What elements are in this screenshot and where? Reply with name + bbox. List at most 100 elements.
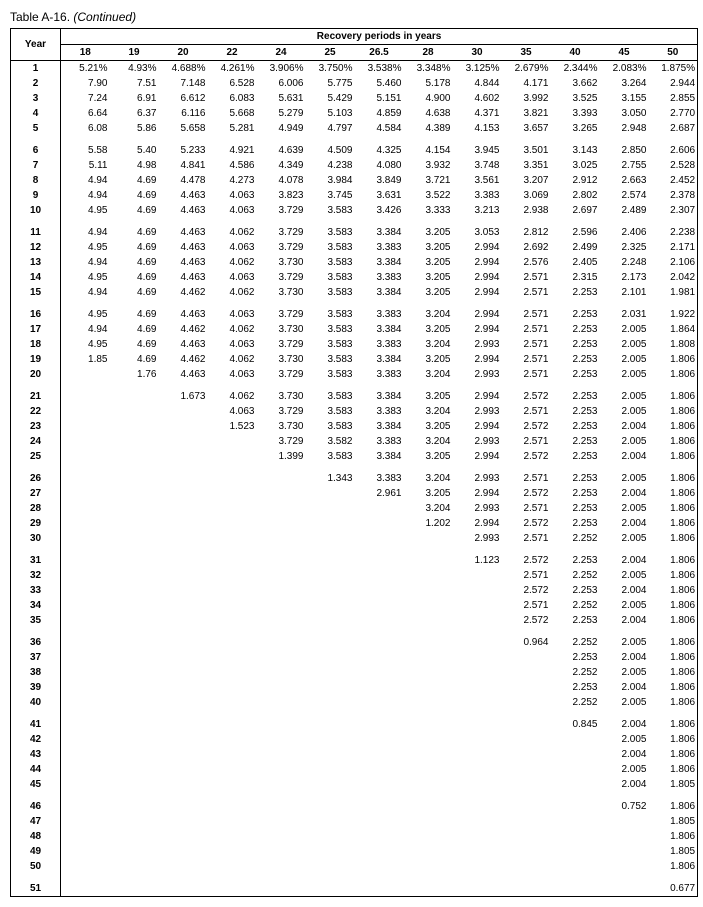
data-cell [257,777,306,792]
data-cell: 1.76 [110,367,159,382]
table-body: 15.21%4.93%4.688%4.261%3.906%3.750%3.538… [11,61,698,897]
data-cell: 2.253 [551,419,600,434]
gap-cell [257,628,306,635]
year-cell: 44 [11,762,61,777]
data-cell [453,613,502,628]
data-cell [257,583,306,598]
table-row: 372.2532.0041.806 [11,650,698,665]
data-cell: 5.40 [110,143,159,158]
data-cell [355,799,404,814]
data-cell: 1.806 [649,613,698,628]
data-cell: 1.806 [649,486,698,501]
data-cell: 3.992 [502,91,551,106]
table-row: 184.954.694.4634.0633.7293.5833.3833.204… [11,337,698,352]
data-cell: 4.69 [110,285,159,300]
data-cell [159,859,208,874]
data-cell [61,419,110,434]
gap-cell [11,218,61,225]
year-cell: 39 [11,680,61,695]
data-cell [208,583,257,598]
column-header: 19 [110,45,159,61]
table-row: 56.085.865.6585.2814.9494.7974.5844.3894… [11,121,698,136]
data-cell [61,404,110,419]
data-cell: 1.805 [649,777,698,792]
gap-cell [404,792,453,799]
data-cell: 4.389 [404,121,453,136]
data-cell: 6.91 [110,91,159,106]
data-cell [208,449,257,464]
data-cell: 3.750% [306,61,355,77]
data-cell: 7.148 [159,76,208,91]
data-cell [502,680,551,695]
data-cell: 3.383 [355,404,404,419]
gap-cell [11,382,61,389]
data-cell: 2.993 [453,471,502,486]
data-cell [355,829,404,844]
data-cell: 4.509 [306,143,355,158]
data-cell [257,553,306,568]
data-cell: 2.571 [502,367,551,382]
column-header: 26.5 [355,45,404,61]
data-cell [61,531,110,546]
table-row: 114.944.694.4634.0623.7293.5833.3843.205… [11,225,698,240]
data-cell: 4.69 [110,322,159,337]
data-cell: 5.279 [257,106,306,121]
data-cell [453,598,502,613]
data-cell [257,486,306,501]
gap-cell [110,300,159,307]
gap-cell [159,874,208,881]
data-cell [208,650,257,665]
column-header: 20 [159,45,208,61]
gap-cell [208,546,257,553]
data-cell: 4.602 [453,91,502,106]
gap-cell [355,710,404,717]
data-cell [257,732,306,747]
year-cell: 47 [11,814,61,829]
data-cell: 4.478 [159,173,208,188]
data-cell [208,568,257,583]
data-cell [61,568,110,583]
data-cell [61,367,110,382]
data-cell [355,650,404,665]
table-row: 174.944.694.4624.0623.7303.5833.3843.205… [11,322,698,337]
data-cell: 3.384 [355,255,404,270]
table-row: 243.7293.5823.3833.2042.9932.5712.2532.0… [11,434,698,449]
data-cell: 4.95 [61,240,110,255]
data-cell [208,613,257,628]
data-cell: 1.806 [649,449,698,464]
data-cell: 4.94 [61,225,110,240]
data-cell [61,613,110,628]
data-cell [208,695,257,710]
gap-cell [404,382,453,389]
data-cell [600,881,649,897]
gap-cell [11,136,61,143]
data-cell [208,665,257,680]
data-cell [257,881,306,897]
data-cell: 1.805 [649,814,698,829]
data-cell [61,732,110,747]
table-title: Table A-16. (Continued) [10,10,693,24]
data-cell [61,434,110,449]
gap-cell [110,792,159,799]
data-cell: 5.775 [306,76,355,91]
data-cell: 3.383 [453,188,502,203]
column-header: 24 [257,45,306,61]
gap-cell [404,628,453,635]
data-cell: 2.004 [600,717,649,732]
data-cell [551,799,600,814]
gap-cell [159,710,208,717]
data-cell: 2.005 [600,367,649,382]
data-cell: 2.571 [502,598,551,613]
data-cell: 4.063 [208,188,257,203]
data-cell: 3.729 [257,203,306,218]
title-prefix: Table A-16. [10,10,73,24]
data-cell: 3.984 [306,173,355,188]
data-cell [355,665,404,680]
data-cell: 2.083% [600,61,649,77]
gap-cell [110,136,159,143]
data-cell [453,650,502,665]
table-row: 231.5233.7303.5833.3843.2052.9942.5722.2… [11,419,698,434]
data-cell: 3.729 [257,270,306,285]
data-cell [404,777,453,792]
data-cell: 4.171 [502,76,551,91]
